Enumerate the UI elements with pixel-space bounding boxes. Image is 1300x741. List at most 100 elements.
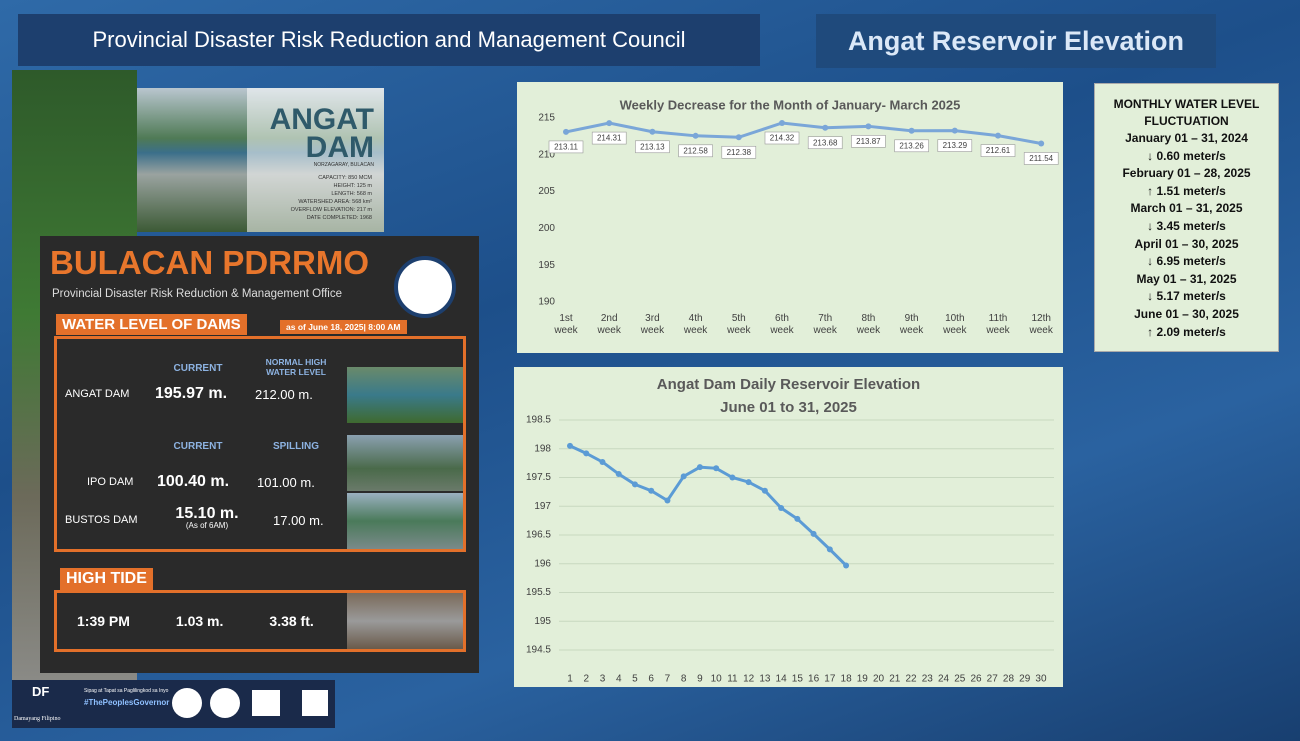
y-tick-label: 194.5 xyxy=(526,645,551,656)
data-point xyxy=(779,120,785,127)
label-line: 8th xyxy=(861,313,875,324)
chart-title: Angat Dam Daily Reservoir Elevation xyxy=(657,376,920,393)
change: ↑ 1.51 meter/s xyxy=(1147,183,1226,198)
tide-title: HIGH TIDE xyxy=(60,568,153,590)
y-tick-label: 215 xyxy=(538,113,555,124)
x-tick-label: 2nd week xyxy=(597,313,622,336)
dam-spec: LENGTH: 568 m xyxy=(331,191,372,197)
x-tick-label: 27 xyxy=(987,674,999,685)
dam-name: ANGAT DAM xyxy=(65,388,130,400)
label-line: 12th xyxy=(1031,313,1050,324)
data-point xyxy=(822,124,829,131)
data-point xyxy=(606,120,613,127)
dam-spec: CAPACITY: 850 MCM xyxy=(318,175,372,181)
data-point xyxy=(865,123,872,130)
label-line: week xyxy=(856,325,881,336)
angat-photo xyxy=(347,367,463,423)
label-line: week xyxy=(683,325,708,336)
tide-row: 1:39 PM 1.03 m. 3.38 ft. xyxy=(77,613,314,629)
data-point xyxy=(631,481,638,488)
label-line: week xyxy=(985,325,1010,336)
label-line: 11th xyxy=(989,313,1008,324)
fluctuation-panel: MONTHLY WATER LEVEL FLUCTUATION January … xyxy=(1094,83,1279,352)
x-tick-label: 14 xyxy=(776,674,788,685)
data-point xyxy=(810,530,817,537)
x-tick-label: 19 xyxy=(857,674,869,685)
x-tick-label: 1st week xyxy=(553,313,578,336)
x-tick-label: 11th week xyxy=(985,313,1010,336)
data-point xyxy=(648,487,655,494)
x-tick-label: 3rd week xyxy=(640,313,665,336)
value-label-box xyxy=(764,131,800,145)
office-name: Provincial Disaster Risk Reduction & Man… xyxy=(52,288,342,300)
data-point xyxy=(583,450,590,457)
change: ↑ 2.09 meter/s xyxy=(1147,324,1226,339)
data-point xyxy=(826,546,833,553)
data-point xyxy=(778,504,785,511)
dam-name-2: DAM xyxy=(305,131,374,164)
y-tick-label: 200 xyxy=(538,223,555,234)
data-point xyxy=(567,442,573,449)
x-tick-label: 21 xyxy=(889,674,901,685)
dams-title: WATER LEVEL OF DAMS xyxy=(56,314,247,335)
label-line: week xyxy=(553,325,578,336)
data-point xyxy=(599,458,606,465)
value-label: 213.29 xyxy=(943,141,968,150)
dam-row: IPO DAM 100.40 m. 101.00 m. xyxy=(87,473,347,491)
dam-name-1: ANGAT xyxy=(269,103,374,136)
value-label: 213.13 xyxy=(640,142,665,151)
y-tick-label: 210 xyxy=(538,149,555,160)
data-line xyxy=(569,444,848,567)
y-tick-label: 198 xyxy=(534,443,551,454)
value-label-box xyxy=(851,135,886,148)
period: April 01 – 30, 2025 xyxy=(1134,236,1239,251)
dam-level: 17.00 m. xyxy=(273,512,324,528)
label-line: week xyxy=(726,325,751,336)
data-point xyxy=(908,127,915,134)
x-tick-label: 5th week xyxy=(726,313,751,336)
x-tick-label: 13 xyxy=(759,674,771,685)
label-line: 2nd xyxy=(601,313,618,324)
dam-specs: CAPACITY: 850 MCM HEIGHT: 125 m LENGTH: 56… xyxy=(291,174,372,222)
ipo-photo xyxy=(347,435,463,491)
period: June 01 – 30, 2025 xyxy=(1134,306,1239,321)
value-label-box xyxy=(937,139,973,152)
dam-note: (As of 6AM) xyxy=(185,521,229,530)
change: ↓ 5.17 meter/s xyxy=(1147,289,1226,304)
x-tick-label: 6 xyxy=(648,674,654,685)
dam-name: BUSTOS DAM xyxy=(65,514,138,526)
data-point xyxy=(794,515,801,522)
label-line: 9th xyxy=(905,313,919,324)
dam-level: 101.00 m. xyxy=(257,474,315,490)
pdrrmo-logo: BULACAN PDRRMO xyxy=(50,244,369,282)
x-tick-label: 7th week xyxy=(813,313,838,336)
data-point xyxy=(696,464,703,471)
data-point xyxy=(995,132,1001,139)
council-header: Provincial Disaster Risk Reduction and M… xyxy=(18,14,760,66)
council-text: Provincial Disaster Risk Reduction and M… xyxy=(92,27,686,52)
data-point xyxy=(680,473,687,480)
data-point xyxy=(761,487,768,494)
x-tick-label: 22 xyxy=(905,674,917,685)
dam-name: ANGAT DAM xyxy=(269,103,374,164)
label-line: week xyxy=(942,325,967,336)
x-tick-label: 12 xyxy=(743,674,755,685)
y-tick-label: 197.5 xyxy=(526,472,551,483)
x-tick-label: 29 xyxy=(1019,674,1031,685)
label-line: 4th xyxy=(689,313,703,324)
x-tick-label: 11 xyxy=(727,674,738,685)
value-label: 214.31 xyxy=(597,134,622,143)
bustos-photo xyxy=(347,493,463,549)
dam-spec: HEIGHT: 125 m xyxy=(333,183,372,189)
x-tick-label: 4th week xyxy=(683,313,708,336)
footer-brand: Damayang Filipino xyxy=(14,716,61,722)
y-tick-label: 190 xyxy=(538,297,555,308)
x-tick-label: 25 xyxy=(954,674,966,685)
x-tick-label: 20 xyxy=(873,674,885,685)
footer-motto: Sipag at Tapat sa Paglilingkod sa Inyo xyxy=(84,688,169,694)
label-line: week xyxy=(597,325,622,336)
col-header: CURRENT xyxy=(173,363,223,374)
data-point xyxy=(843,562,850,569)
data-point xyxy=(649,128,656,135)
